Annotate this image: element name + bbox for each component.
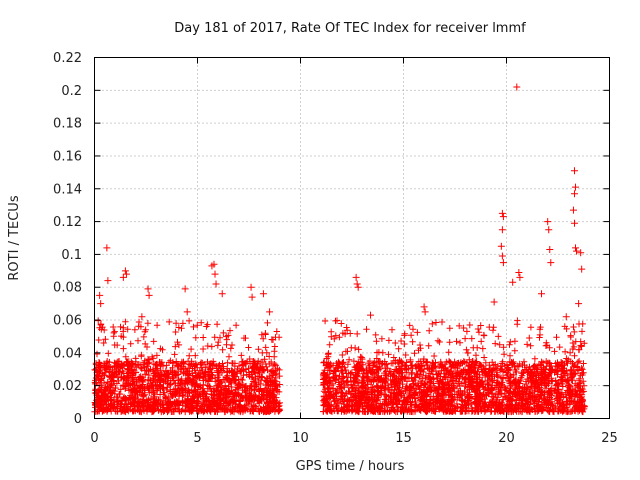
- data-point: [352, 273, 360, 281]
- data-point: [498, 252, 506, 260]
- data-point: [570, 219, 578, 227]
- data-point: [119, 273, 127, 281]
- data-point: [490, 298, 498, 306]
- x-tick-labels: 0 5 10 15 20 25: [90, 431, 617, 446]
- data-point: [570, 190, 578, 198]
- data-point: [538, 290, 546, 298]
- grid-lines: [94, 57, 610, 419]
- data-point: [562, 313, 570, 321]
- data-point: [572, 244, 580, 252]
- data-point: [144, 285, 152, 293]
- data-point: [354, 283, 362, 291]
- data-point: [103, 244, 111, 252]
- data-point: [509, 278, 517, 286]
- data-point: [516, 273, 524, 281]
- data-point: [513, 83, 521, 91]
- y-tick-label: 0: [74, 412, 82, 427]
- data-point: [210, 260, 218, 268]
- data-point: [181, 285, 189, 293]
- y-tick-label: 0.2: [61, 84, 82, 99]
- y-tick-label: 0.18: [53, 117, 82, 132]
- data-point: [498, 226, 506, 234]
- data-point: [498, 209, 506, 217]
- y-tick-label: 0.1: [61, 248, 82, 263]
- data-point: [499, 213, 507, 221]
- y-axis-label: ROTI / TECUs: [7, 195, 22, 280]
- x-tick-label: 5: [193, 431, 201, 446]
- x-axis-label: GPS time / hours: [296, 459, 405, 474]
- data-point: [573, 247, 581, 255]
- data-point: [353, 280, 361, 288]
- data-point: [497, 242, 505, 250]
- data-point: [367, 311, 375, 319]
- data-points: [91, 83, 588, 416]
- data-point: [575, 300, 583, 308]
- data-point: [183, 308, 191, 316]
- y-tick-label: 0.04: [53, 346, 82, 361]
- y-tick-label: 0.16: [53, 149, 82, 164]
- data-point: [577, 249, 585, 257]
- data-point: [122, 270, 130, 278]
- x-tick-label: 25: [601, 431, 618, 446]
- data-point: [212, 280, 220, 288]
- dense-points-band: [91, 317, 588, 416]
- y-tick-label: 0.22: [53, 51, 82, 66]
- data-point: [569, 206, 577, 214]
- data-point: [421, 308, 429, 316]
- data-point: [211, 270, 219, 278]
- y-tick-label: 0.06: [53, 314, 82, 329]
- data-point: [547, 259, 555, 267]
- y-tick-label: 0.12: [53, 215, 82, 230]
- data-point: [248, 293, 256, 301]
- data-point: [572, 183, 580, 191]
- y-tick-label: 0.02: [53, 379, 82, 394]
- data-point: [121, 267, 129, 275]
- x-tick-label: 10: [292, 431, 309, 446]
- data-point: [546, 245, 554, 253]
- data-point: [259, 290, 267, 298]
- data-point: [96, 291, 104, 299]
- data-point: [247, 283, 255, 291]
- data-point: [515, 268, 523, 276]
- data-point: [499, 259, 507, 267]
- x-tick-label: 20: [498, 431, 515, 446]
- data-point: [570, 167, 578, 175]
- data-point: [218, 290, 226, 298]
- chart-title: Day 181 of 2017, Rate Of TEC Index for r…: [174, 21, 526, 36]
- data-point: [545, 226, 553, 234]
- data-point: [578, 265, 586, 273]
- axis-ticks: [94, 57, 610, 419]
- data-point: [97, 300, 105, 308]
- x-tick-label: 0: [90, 431, 98, 446]
- plot-frame: [94, 57, 610, 419]
- data-point: [145, 291, 153, 299]
- y-tick-label: 0.08: [53, 281, 82, 296]
- data-point: [266, 308, 274, 316]
- y-tick-label: 0.14: [53, 182, 82, 197]
- data-point: [104, 277, 112, 285]
- data-point: [420, 303, 428, 311]
- data-point: [138, 313, 146, 321]
- data-point: [544, 218, 552, 226]
- x-tick-label: 15: [395, 431, 412, 446]
- y-tick-labels: 0 0.02 0.04 0.06 0.08 0.1 0.12 0.14 0.16 0.18 0.2 0…: [53, 51, 82, 427]
